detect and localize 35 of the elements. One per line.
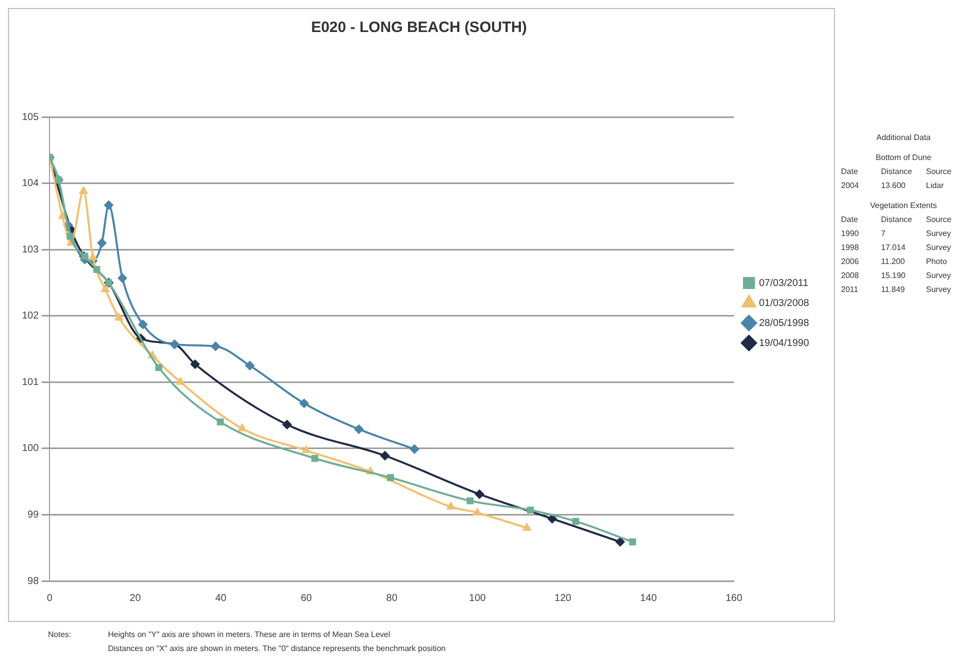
y-tick-label: 105 bbox=[22, 112, 40, 123]
text: Date Distance Source bbox=[841, 215, 952, 224]
text: Notes: Heights on "Y" axis are shown in meters. These are in terms of Mean Sea Level bbox=[48, 630, 390, 639]
x-tick-label: 60 bbox=[300, 592, 312, 604]
legend-label: 01/03/2008 bbox=[758, 298, 810, 309]
x-tick-label: 120 bbox=[554, 592, 572, 604]
legend-label: 28/05/1998 bbox=[758, 318, 810, 329]
y-tick-label: 104 bbox=[22, 178, 40, 190]
y-tick-label: 99 bbox=[28, 509, 40, 520]
y-tick-label: 101 bbox=[22, 376, 40, 388]
x-tick-label: 0 bbox=[46, 592, 53, 604]
text: Vegetation Extents bbox=[869, 201, 938, 212]
x-tick-label: 40 bbox=[215, 592, 227, 604]
text: 1990 7 Survey bbox=[841, 229, 951, 238]
y-tick-label: 102 bbox=[22, 310, 40, 322]
chart-title: E020 - LONG BEACH (SOUTH) bbox=[311, 19, 527, 36]
text: Distances on "X" axis are shown in meters. The "0" distance represents the benchmark position bbox=[108, 644, 447, 655]
x-tick-label: 160 bbox=[726, 592, 743, 604]
y-tick-label: 103 bbox=[22, 244, 40, 256]
x-tick-label: 100 bbox=[469, 592, 486, 604]
text: 2006 11.200 Photo bbox=[841, 257, 947, 266]
y-tick-label: 100 bbox=[22, 443, 40, 454]
x-tick-label: 80 bbox=[386, 592, 398, 604]
y-tick-label: 98 bbox=[28, 576, 40, 587]
text: Date Distance Source bbox=[841, 167, 952, 176]
text: 1998 17.014 Survey bbox=[841, 243, 951, 252]
text: 2008 15.190 Survey bbox=[841, 271, 951, 280]
legend-label: 19/04/1990 bbox=[758, 338, 810, 349]
text: 2004 13.600 Lidar bbox=[841, 181, 944, 190]
text: Bottom of Dune bbox=[874, 153, 932, 164]
legend-label: 07/03/2011 bbox=[758, 278, 809, 289]
text: 2011 11.849 Survey bbox=[841, 285, 951, 294]
x-tick-label: 140 bbox=[640, 592, 658, 604]
x-tick-label: 20 bbox=[130, 592, 142, 604]
text: Additional Data bbox=[875, 133, 932, 144]
